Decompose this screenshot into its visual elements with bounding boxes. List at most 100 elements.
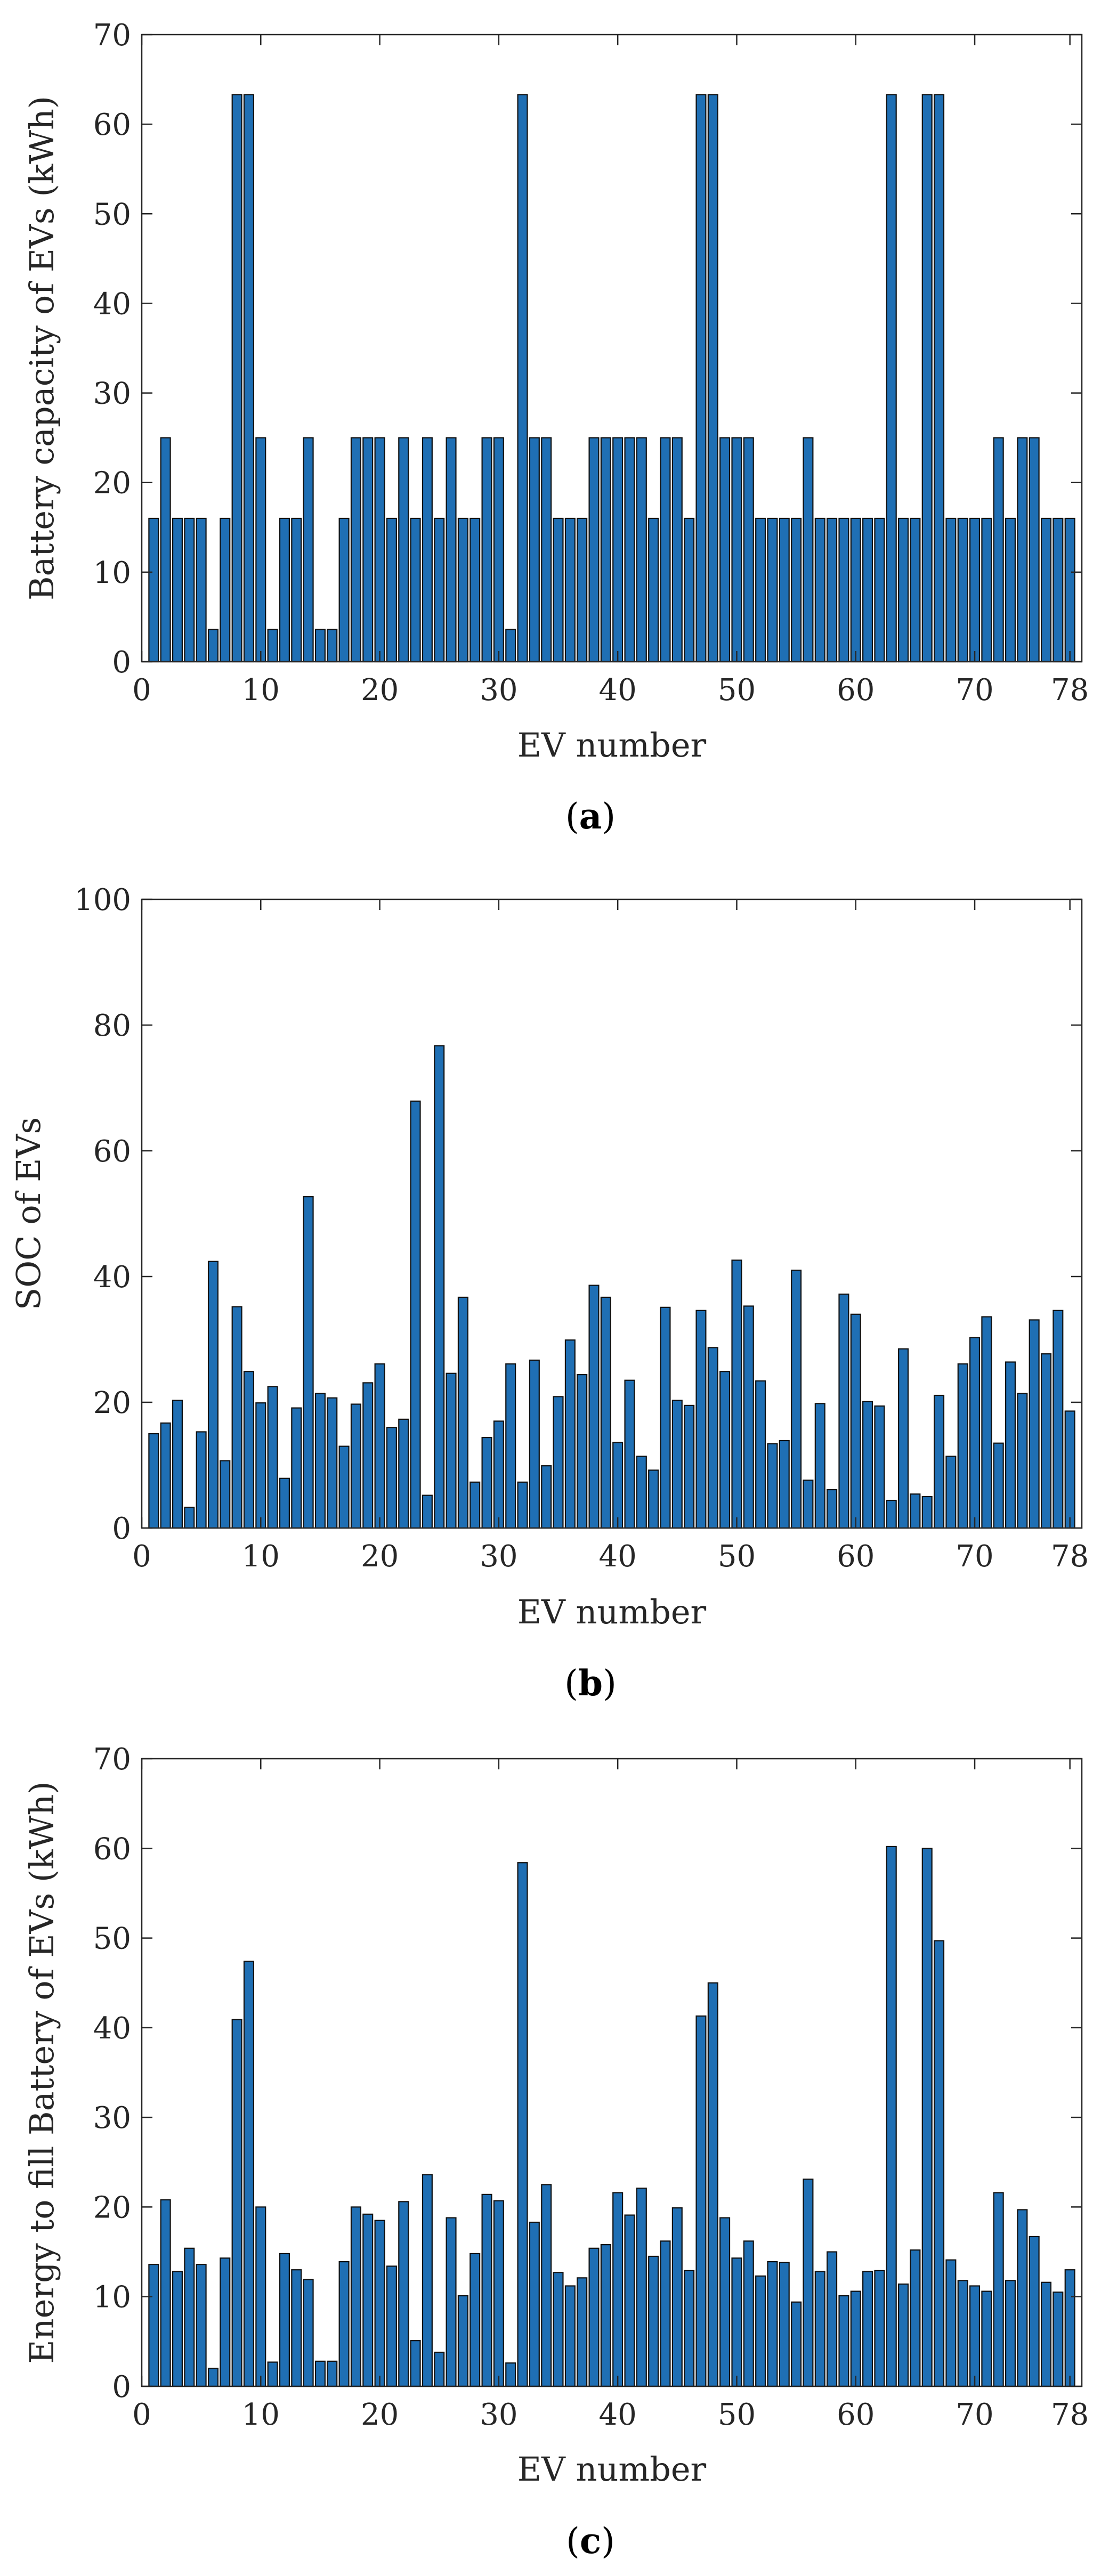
bar-ev-9 xyxy=(243,1961,254,2387)
bar-ev-26 xyxy=(446,2217,457,2387)
y-axis-label: Energy to fill Battery of EVs (kWh) xyxy=(22,1781,61,2363)
bar-ev-30 xyxy=(493,1420,504,1529)
bar-ev-17 xyxy=(338,1445,350,1529)
bar-ev-33 xyxy=(529,2221,540,2387)
bar-ev-5 xyxy=(196,1431,207,1529)
bar-ev-30 xyxy=(493,437,504,663)
bar-ev-5 xyxy=(196,2264,207,2387)
x-tick-label: 50 xyxy=(718,673,756,708)
x-tick-label: 0 xyxy=(132,673,151,708)
bar-ev-61 xyxy=(862,517,873,663)
x-tick-label: 30 xyxy=(480,2398,517,2432)
bar-ev-33 xyxy=(529,1359,540,1529)
bar-ev-45 xyxy=(671,437,683,663)
bar-ev-19 xyxy=(362,1382,374,1529)
bar-ev-34 xyxy=(541,2184,552,2387)
caption-close-paren: ) xyxy=(603,1663,617,1704)
bar-ev-13 xyxy=(291,517,302,663)
x-tick-label: 20 xyxy=(361,673,399,708)
bar-ev-26 xyxy=(446,1372,457,1529)
bar-ev-60 xyxy=(850,2290,861,2387)
bar-ev-54 xyxy=(779,1440,790,1529)
bar-ev-78 xyxy=(1064,517,1075,663)
x-tick-label: 0 xyxy=(132,1539,151,1574)
bar-ev-28 xyxy=(469,517,481,663)
caption-open-paren: ( xyxy=(565,796,579,837)
bar-ev-11 xyxy=(267,2361,278,2387)
bar-ev-57 xyxy=(814,517,825,663)
bar-ev-19 xyxy=(362,437,374,663)
bar-ev-69 xyxy=(957,2280,968,2387)
bar-ev-22 xyxy=(398,2201,409,2387)
bar-ev-72 xyxy=(993,1442,1004,1529)
bar-ev-64 xyxy=(898,2284,909,2387)
bar-ev-2 xyxy=(160,2199,171,2387)
x-tick-label: 78 xyxy=(1051,673,1089,708)
y-tick-label: 20 xyxy=(93,1386,131,1420)
bar-ev-42 xyxy=(636,437,647,663)
bar-ev-43 xyxy=(648,1469,659,1529)
bar-ev-46 xyxy=(684,1404,695,1529)
bar-ev-7 xyxy=(220,1460,231,1529)
bar-ev-15 xyxy=(314,2360,326,2387)
bar-ev-46 xyxy=(684,517,695,663)
bar-ev-23 xyxy=(410,517,421,663)
bar-ev-47 xyxy=(695,94,707,663)
chart-panel-b: 0 10 20 30 40 50 60 70 78 0 20 40 60 80 100 EV number SO… xyxy=(0,859,1101,1718)
bar-ev-68 xyxy=(945,1456,957,1529)
panel-caption: (b) xyxy=(564,1662,617,1704)
bar-ev-31 xyxy=(505,1363,516,1529)
y-tick-label: 50 xyxy=(93,1922,131,1956)
bar-ev-50 xyxy=(731,1259,742,1529)
y-tick-label: 30 xyxy=(93,2101,131,2135)
bar-ev-67 xyxy=(934,1940,945,2387)
bar-ev-5 xyxy=(196,517,207,663)
bars xyxy=(148,94,1075,663)
y-tick-label: 40 xyxy=(93,1260,131,1295)
bar-ev-52 xyxy=(755,2275,766,2387)
x-tick-label: 20 xyxy=(361,2398,399,2432)
bar-ev-3 xyxy=(172,2271,183,2387)
bar-ev-37 xyxy=(577,2277,588,2387)
bar-ev-16 xyxy=(327,2360,338,2387)
bar-ev-31 xyxy=(505,2362,516,2387)
x-tick-label: 60 xyxy=(837,673,875,708)
bar-ev-59 xyxy=(838,2295,849,2387)
bar-ev-49 xyxy=(719,437,731,663)
bar-ev-78 xyxy=(1064,1410,1075,1529)
bar-ev-55 xyxy=(791,2301,802,2387)
bar-ev-24 xyxy=(422,2174,433,2387)
bar-ev-10 xyxy=(255,437,266,663)
y-tick-label: 40 xyxy=(93,287,131,321)
bar-ev-50 xyxy=(731,437,742,663)
y-axis-label: SOC of EVs xyxy=(9,1117,48,1310)
bar-ev-55 xyxy=(791,1270,802,1529)
bar-ev-49 xyxy=(719,1371,731,1529)
bar-ev-1 xyxy=(148,1433,159,1529)
bar-ev-42 xyxy=(636,1456,647,1529)
x-tick-label: 50 xyxy=(718,2398,756,2432)
bar-ev-27 xyxy=(457,517,468,663)
bar-ev-54 xyxy=(779,517,790,663)
bar-ev-36 xyxy=(564,517,576,663)
bar-ev-13 xyxy=(291,1407,302,1529)
x-tick-label: 70 xyxy=(956,673,993,708)
bar-ev-58 xyxy=(827,517,838,663)
bar-ev-18 xyxy=(350,2206,361,2387)
bar-ev-6 xyxy=(207,2368,219,2387)
bar-ev-47 xyxy=(695,2015,707,2387)
bars xyxy=(148,1846,1075,2387)
bar-ev-9 xyxy=(243,94,254,663)
y-tick-label: 80 xyxy=(93,1009,131,1043)
bar-ev-48 xyxy=(707,94,718,663)
bar-ev-69 xyxy=(957,1363,968,1529)
bar-ev-21 xyxy=(386,517,397,663)
bar-ev-76 xyxy=(1040,2281,1052,2387)
bar-ev-66 xyxy=(921,1496,933,1529)
bar-ev-76 xyxy=(1040,517,1052,663)
caption-letter: b xyxy=(578,1662,603,1704)
caption-open-paren: ( xyxy=(564,1663,578,1704)
bar-ev-43 xyxy=(648,2255,659,2387)
y-tick-label: 0 xyxy=(112,2370,131,2404)
caption-letter: c xyxy=(580,2520,601,2562)
